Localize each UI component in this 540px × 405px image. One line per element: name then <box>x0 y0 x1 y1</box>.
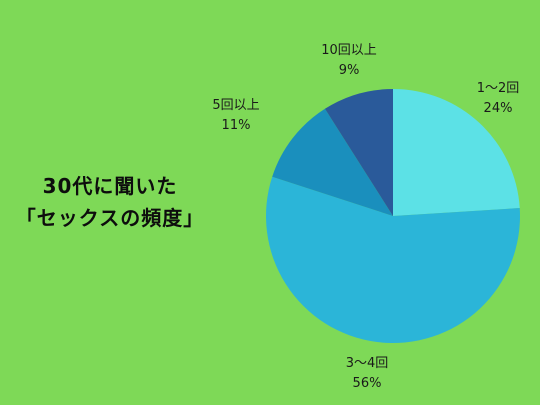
pie-slice-4 <box>324 89 393 216</box>
slice-label-3: 5回以上 <box>212 98 259 113</box>
slice-label-1: 1〜2回 <box>477 81 520 96</box>
slice-value-label-2: 56% <box>353 376 382 391</box>
pie-slice-1 <box>393 89 520 216</box>
slice-label-4: 10回以上 <box>321 43 377 58</box>
slice-label-2: 3〜4回 <box>346 356 389 371</box>
slice-value-label-4: 9% <box>339 63 360 78</box>
slice-value-label-3: 11% <box>222 118 251 133</box>
pie-slice-3 <box>272 108 393 216</box>
chart-title-line-2: 「セックスの頻度」 <box>15 206 205 230</box>
chart-title: 30代に聞いた 「セックスの頻度」 <box>0 170 220 234</box>
pie-slice-2 <box>266 176 521 344</box>
chart-title-line-1: 30代に聞いた <box>42 174 178 198</box>
slice-value-label-1: 24% <box>484 101 513 116</box>
